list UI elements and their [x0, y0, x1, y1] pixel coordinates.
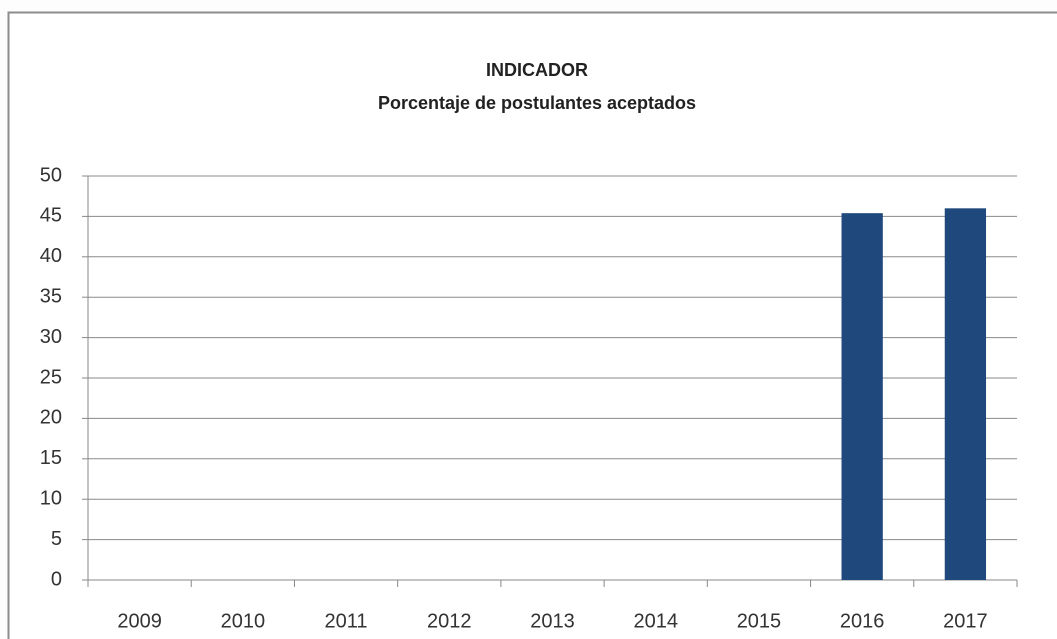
- x-tick-label: 2011: [325, 610, 368, 632]
- chart-title: INDICADOR: [486, 60, 588, 80]
- y-tick-label: 15: [40, 447, 62, 469]
- bar: [944, 208, 987, 580]
- chart-subtitle: Porcentaje de postulantes aceptados: [378, 93, 696, 113]
- y-tick-label: 0: [51, 568, 62, 590]
- y-tick-label: 25: [40, 366, 62, 388]
- y-tick-label: 35: [40, 285, 62, 307]
- y-tick-label: 10: [40, 487, 62, 509]
- x-tick-label: 2016: [840, 610, 885, 632]
- y-tick-label: 20: [40, 407, 62, 429]
- x-tick-label: 2015: [737, 610, 782, 632]
- bar: [841, 213, 883, 580]
- x-tick-label: 2013: [530, 610, 575, 632]
- x-tick-label: 2012: [427, 610, 472, 632]
- y-tick-label: 40: [40, 245, 62, 267]
- y-tick-label: 5: [51, 528, 62, 550]
- y-tick-label: 50: [40, 164, 62, 186]
- x-tick-label: 2010: [221, 610, 266, 632]
- x-tick-label: 2014: [633, 610, 678, 632]
- y-tick-label: 30: [40, 326, 62, 348]
- x-tick-label: 2017: [943, 610, 988, 632]
- y-tick-label: 45: [40, 205, 62, 227]
- x-tick-label: 2009: [117, 610, 162, 632]
